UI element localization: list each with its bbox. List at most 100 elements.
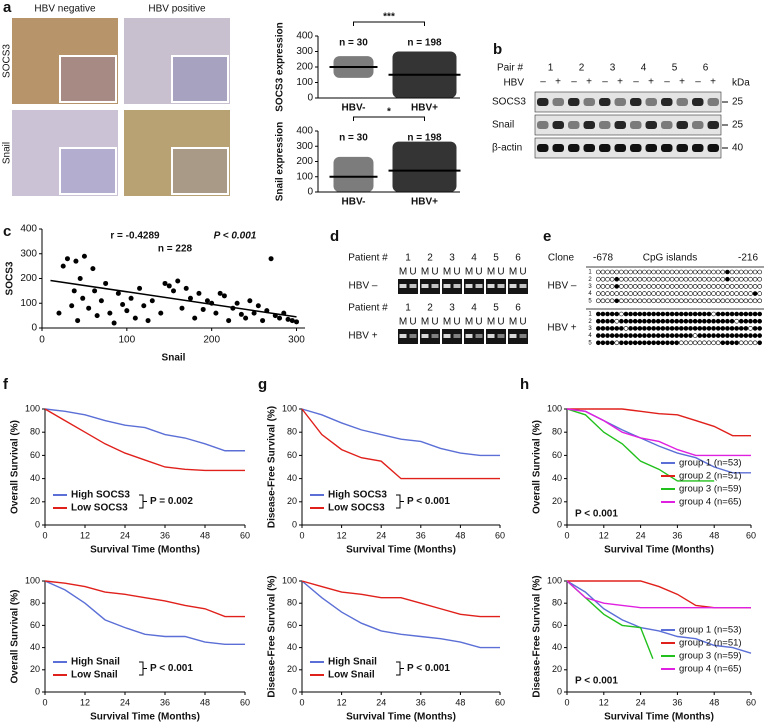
scatter-point [166,283,172,289]
cpg-site [623,340,629,346]
y-tick-label: 400 [296,31,313,42]
cpg-site [678,326,684,331]
panel-letter: e [543,228,551,245]
cpg-site [595,269,601,275]
cpg-site [683,276,689,282]
cpg-site [743,284,749,289]
scatter-point [111,320,117,326]
y-tick-label: 400 [296,126,313,137]
cpg-site [637,326,643,331]
cpg-site [655,276,661,282]
survival-curve [44,408,245,472]
pair-number: 3 [610,63,616,74]
y-tick-label: 20 [552,496,562,506]
gel-band [421,334,429,338]
scatter-point [81,253,87,259]
cpg-site [720,318,726,324]
blot-band [568,121,580,129]
x-tick-label: 60 [495,697,505,707]
cpg-site [660,326,666,331]
blot-band [661,144,673,152]
cpg-site [665,333,670,338]
cpg-site [683,333,689,338]
gel-row-label: HBV – [349,281,378,292]
cpg-site [623,269,629,275]
cpg-site [665,326,670,331]
x-tick-label: 36 [672,530,682,540]
cpg-site [595,311,601,317]
cpg-site [743,269,749,275]
cpg-site [600,284,606,289]
cpg-site [720,291,726,296]
blot-row-label: SOCS3 [492,97,526,108]
legend-label: High SOCS3 [71,490,130,501]
patient-label: Patient # [348,253,388,264]
legend-label: group 1 (n=53) [679,625,742,636]
x-tick-label: 36 [672,697,682,707]
panel-letter: c [3,223,11,240]
cpg-site [683,291,689,296]
clone-number: 4 [588,333,592,339]
survival-curve [566,408,715,482]
lane-label: M [443,267,451,278]
clone-number: 3 [588,284,592,290]
cpg-site [711,326,716,331]
cpg-site [665,291,670,296]
hbv-sign: + [679,77,685,88]
cpg-site [619,276,624,282]
cpg-site [757,340,763,346]
x-tick-label: 48 [709,697,719,707]
cpg-site [595,333,601,338]
y-tick-label: 40 [287,473,297,483]
x-tick-label: 0 [564,697,569,707]
significance: *** [383,12,395,23]
x-tick-label: HBV- [342,197,366,208]
y-tick-label: 400 [20,224,37,235]
blot-band [676,121,688,129]
cpg-site [655,318,661,324]
y-axis-label: SOCS3 [5,261,16,295]
cpg-site [619,284,624,289]
cpg-site [632,284,638,289]
blot-band [630,121,642,129]
cpg-site [595,284,601,289]
cpg-site [734,276,739,282]
cpg-site [683,311,689,317]
x-tick-label: 24 [376,530,386,540]
cpg-site [632,276,638,282]
y-tick-label: 80 [30,598,40,608]
cpg-site [614,298,620,304]
blot-strip [534,137,722,159]
cpg-site [614,318,620,324]
cpg-site [697,269,703,275]
cpg-site [660,298,666,304]
scatter-point [179,305,185,311]
cpg-site [669,318,675,324]
gel-band [409,334,417,338]
blot-band [583,121,595,129]
scatter-point [86,305,92,311]
cpg-site [660,311,666,317]
blot-band [599,98,611,106]
blot-band [552,98,564,106]
blot-band [568,98,580,106]
cpg-site [619,326,624,331]
x-tick-label: 36 [160,530,170,540]
scatter-point [221,293,227,299]
x-tick-label: 0 [299,697,304,707]
cpg-site [646,284,652,289]
cpg-site [669,269,675,275]
cpg-site [702,298,707,304]
cpg-site [600,333,606,338]
y-axis-label: Disease-Free Survival (%) [267,406,278,528]
scatter-point [64,256,70,262]
cpg-site [711,269,716,275]
cpg-site [665,318,670,324]
cpg-site [637,276,643,282]
cpg-site [605,284,610,289]
blot-band [645,121,657,129]
gel-band [465,334,473,338]
patient-number: 3 [449,303,455,314]
scatter-point [60,263,66,269]
cpg-site [729,340,735,346]
